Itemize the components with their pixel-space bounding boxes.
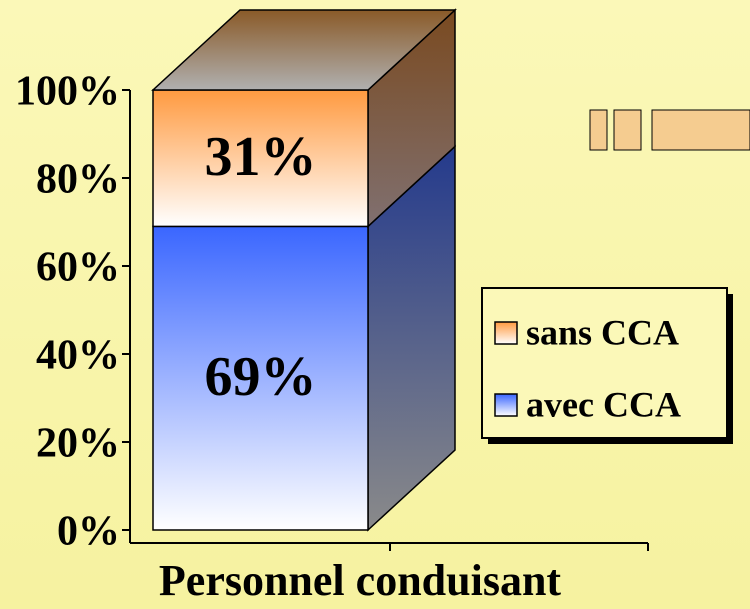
data-label: 69% (205, 346, 317, 408)
x-tick-label: Personnel conduisant (159, 556, 562, 605)
legend-swatch (494, 321, 518, 345)
bar (152, 225, 369, 531)
legend-label: avec CCA (526, 384, 681, 424)
legend-box (481, 287, 728, 439)
y-tick-label: 100% (15, 69, 120, 115)
y-tick-label: 0% (57, 509, 120, 555)
y-tick-label: 40% (36, 333, 120, 379)
y-tick-label: 20% (36, 421, 120, 467)
bar-top (151, 9, 457, 91)
decoration (589, 109, 750, 151)
y-tick-label: 60% (36, 245, 120, 291)
legend-label: sans CCA (526, 312, 679, 352)
data-label: 31% (205, 126, 317, 188)
y-tick-label: 80% (36, 157, 120, 203)
legend (481, 287, 733, 444)
legend-swatch (494, 393, 518, 417)
bar (152, 89, 369, 228)
